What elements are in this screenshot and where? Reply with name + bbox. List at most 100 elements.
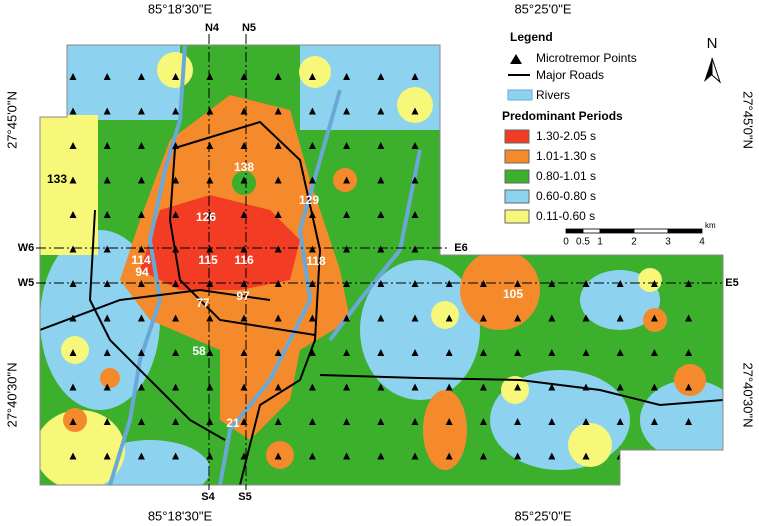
microtremor-point <box>308 211 316 218</box>
microtremor-point <box>69 142 77 149</box>
microtremor-point <box>274 383 282 391</box>
microtremor-point <box>343 142 351 149</box>
microtremor-point <box>445 452 453 460</box>
microtremor-point <box>343 418 351 425</box>
microtremor-point <box>274 452 282 460</box>
microtremor-point <box>69 107 77 115</box>
coordinate-label: 27°40'30"N <box>4 362 19 427</box>
legend-period: 0.11-0.60 s <box>536 209 595 223</box>
microtremor-point <box>514 349 522 356</box>
microtremor-point <box>206 383 214 391</box>
coordinate-label: 85°18'30"E <box>148 508 213 523</box>
site-label: 105 <box>503 287 523 301</box>
microtremor-point <box>103 280 111 287</box>
microtremor-point <box>137 280 145 287</box>
scale-tick-label: 4 <box>699 237 705 248</box>
microtremor-point <box>69 383 77 391</box>
microtremor-point <box>137 211 145 218</box>
microtremor-point <box>172 176 180 184</box>
scale-bar: 0 0.5 1 2 3 4km <box>563 221 716 248</box>
microtremor-point <box>69 176 77 184</box>
microtremor-point <box>377 176 385 184</box>
microtremor-point <box>308 176 316 184</box>
microtremor-point <box>206 211 214 218</box>
microtremor-point <box>479 211 487 218</box>
site-label: 77 <box>196 296 210 310</box>
legend-river <box>507 89 533 101</box>
microtremor-point <box>411 349 419 356</box>
microtremor-point <box>103 211 111 218</box>
microtremor-point <box>172 245 180 253</box>
zones-red <box>140 195 300 290</box>
legend-box <box>497 27 707 252</box>
microtremor-point <box>206 142 214 149</box>
site-label: 118 <box>306 254 326 268</box>
microtremor-point <box>274 107 282 115</box>
microtremor-point <box>548 349 556 356</box>
map-outline <box>39 44 724 486</box>
microtremor-point <box>548 418 556 425</box>
microtremor-point <box>343 349 351 356</box>
site-label: 133 <box>47 172 67 186</box>
microtremor-point <box>308 452 316 460</box>
microtremor-point <box>137 418 145 425</box>
microtremor-point <box>479 176 487 184</box>
microtremor-point <box>685 349 693 356</box>
profile-label: W6 <box>18 242 35 254</box>
scale-segment <box>582 228 601 234</box>
microtremor-point <box>274 176 282 184</box>
microtremor-point <box>172 314 180 322</box>
microtremor-point <box>137 142 145 149</box>
microtremor-point <box>377 314 385 322</box>
site-label: 116 <box>234 253 254 267</box>
microtremor-point <box>650 349 658 356</box>
microtremor-point <box>479 418 487 425</box>
microtremor-point <box>274 314 282 322</box>
microtremor-point <box>445 349 453 356</box>
coordinate-label: 27°40'30"N <box>741 362 756 427</box>
microtremor-point <box>137 107 145 115</box>
microtremor-point <box>479 142 487 149</box>
microtremor-point <box>479 452 487 460</box>
microtremor-point <box>308 314 316 322</box>
microtremor-point <box>103 452 111 460</box>
microtremor-point <box>69 349 77 356</box>
microtremor-point <box>445 107 453 115</box>
microtremor-point <box>377 211 385 218</box>
microtremor-point <box>616 349 624 356</box>
microtremor-point <box>103 245 111 253</box>
microtremor-point <box>685 383 693 391</box>
microtremor-point <box>103 349 111 356</box>
microtremor-point <box>69 245 77 253</box>
microtremor-point <box>582 383 590 391</box>
microtremor-point <box>137 452 145 460</box>
microtremor-point <box>616 314 624 322</box>
microtremor-point <box>206 245 214 253</box>
microtremor-point <box>343 73 351 80</box>
microtremor-point <box>445 383 453 391</box>
microtremor-point <box>172 211 180 218</box>
microtremor-point <box>69 314 77 322</box>
scale-tick-label: 2 <box>631 237 637 248</box>
microtremor-point <box>445 73 453 80</box>
microtremor-point <box>206 176 214 184</box>
microtremor-point <box>411 73 419 80</box>
microtremor-point <box>548 280 556 287</box>
microtremor-point <box>650 314 658 322</box>
microtremor-point <box>445 211 453 218</box>
legend-item: Microtremor Points <box>536 51 637 65</box>
microtremor-point <box>103 142 111 149</box>
microtremor-point <box>274 73 282 80</box>
microtremor-point <box>343 452 351 460</box>
microtremor-point <box>343 383 351 391</box>
roads <box>40 120 723 485</box>
legend-period: 0.80-1.01 s <box>536 169 596 183</box>
microtremor-point <box>172 383 180 391</box>
profile-label: S4 <box>201 491 215 503</box>
microtremor-point <box>685 452 693 460</box>
microtremor-point <box>377 349 385 356</box>
scale-tick-label: 3 <box>665 237 671 248</box>
microtremor-point <box>514 314 522 322</box>
microtremor-point <box>274 349 282 356</box>
